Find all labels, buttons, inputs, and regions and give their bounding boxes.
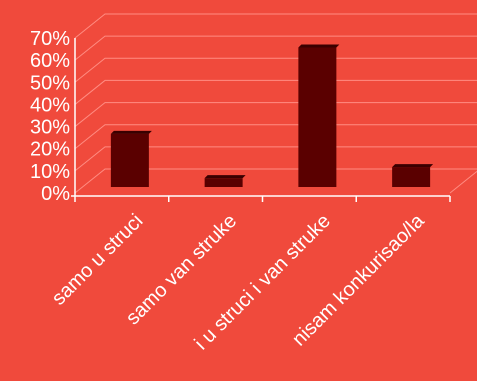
bar-top <box>204 175 246 179</box>
bar <box>392 164 434 187</box>
y-axis-tick-labels: 0%10%20%30%40%50%60%70% <box>30 28 70 205</box>
y-tick-label: 30% <box>30 117 70 139</box>
y-tick-label: 20% <box>30 139 70 161</box>
y-tick-label: 70% <box>30 28 70 50</box>
bar-top <box>298 44 340 48</box>
gridline <box>74 35 477 61</box>
bar-front <box>110 133 149 187</box>
bar-front <box>298 47 337 187</box>
bar <box>110 130 152 187</box>
y-tick-label: 60% <box>30 50 70 72</box>
bar <box>298 44 340 187</box>
gridline <box>74 13 477 39</box>
gridline <box>74 146 477 172</box>
bar-top <box>110 130 152 134</box>
y-tick-label: 50% <box>30 72 70 94</box>
y-tick-label: 40% <box>30 94 70 116</box>
x-tick-label: samo u struci <box>48 210 148 310</box>
gridline <box>74 168 477 194</box>
y-tick-label: 10% <box>30 161 70 183</box>
gridline <box>74 102 477 127</box>
bar-front <box>204 178 243 187</box>
bar-top <box>392 164 434 168</box>
gridline <box>74 57 477 83</box>
bar <box>204 175 246 187</box>
gridline <box>74 79 477 105</box>
chart-bars <box>110 44 434 187</box>
floor-edge <box>449 170 477 194</box>
chart-axes <box>71 38 451 202</box>
chart-grid <box>74 13 477 194</box>
y-tick-label: 0% <box>41 183 70 205</box>
bar-front <box>392 167 431 187</box>
gridline <box>74 124 477 150</box>
